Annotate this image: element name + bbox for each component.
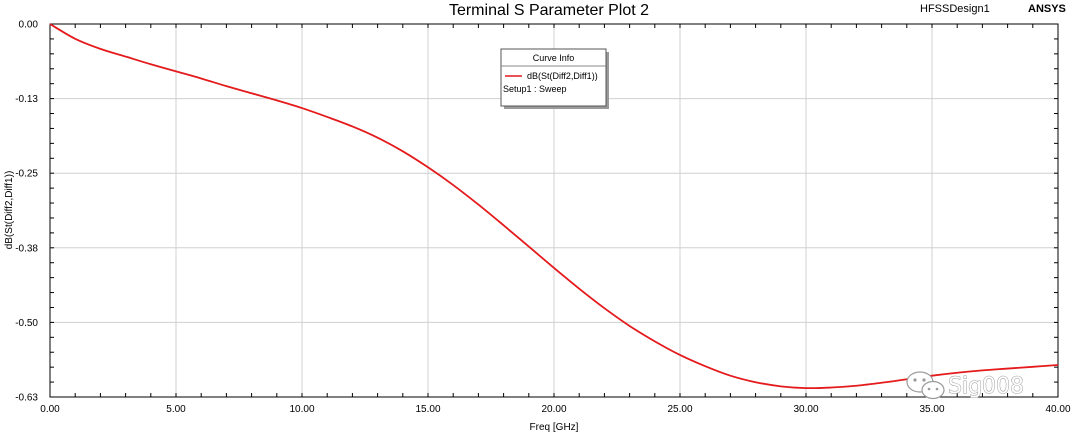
y-tick-label: 0.00: [19, 20, 39, 31]
x-axis-ticks: 0.00 5.00 10.00 15.00 20.00 25.00 30.00 35.00 40…: [40, 404, 1071, 415]
series-line-dB-St-Diff2-Diff1[interactable]: [49, 23, 1059, 390]
y-tick-label: -0.25: [15, 169, 38, 180]
brand-logo-text: ANSYS: [1028, 3, 1066, 15]
x-axis-title: Freq [GHz]: [530, 422, 579, 433]
x-tick-label: 30.00: [793, 404, 818, 415]
minor-ticks: [50, 24, 1058, 397]
wechat-icon: [906, 371, 945, 400]
grid-lines: [50, 24, 1058, 397]
watermark-text: Sig008: [948, 374, 1024, 399]
y-axis-title: dB(St(Diff2,Diff1)): [4, 171, 15, 250]
legend-title: Curve Info: [533, 53, 575, 63]
x-tick-label: 35.00: [919, 404, 944, 415]
y-tick-label: -0.50: [15, 318, 38, 329]
design-name-label: HFSSDesign1: [920, 3, 990, 15]
x-tick-label: 25.00: [667, 404, 692, 415]
curve-info-legend[interactable]: Curve Info dB(St(Diff2,Diff1)) Setup1 : …: [500, 48, 609, 109]
y-tick-label: -0.63: [15, 393, 38, 404]
legend-setup-label: Setup1 : Sweep: [503, 84, 567, 94]
x-tick-label: 5.00: [166, 404, 186, 415]
x-tick-label: 40.00: [1045, 404, 1070, 415]
y-tick-label: -0.38: [15, 243, 38, 254]
legend-entry-label: dB(St(Diff2,Diff1)): [527, 71, 598, 81]
legend-box: [500, 48, 607, 107]
series-group: [49, 23, 1059, 390]
watermark: Sig008: [906, 371, 1025, 400]
x-tick-label: 0.00: [40, 404, 60, 415]
chart-title: Terminal S Parameter Plot 2: [449, 2, 649, 19]
y-axis-ticks: 0.00 -0.13 -0.25 -0.38 -0.50 -0.63: [15, 20, 38, 404]
y-tick-label: -0.13: [15, 94, 38, 105]
x-tick-label: 20.00: [541, 404, 566, 415]
x-tick-label: 10.00: [289, 404, 314, 415]
x-tick-label: 15.00: [415, 404, 440, 415]
